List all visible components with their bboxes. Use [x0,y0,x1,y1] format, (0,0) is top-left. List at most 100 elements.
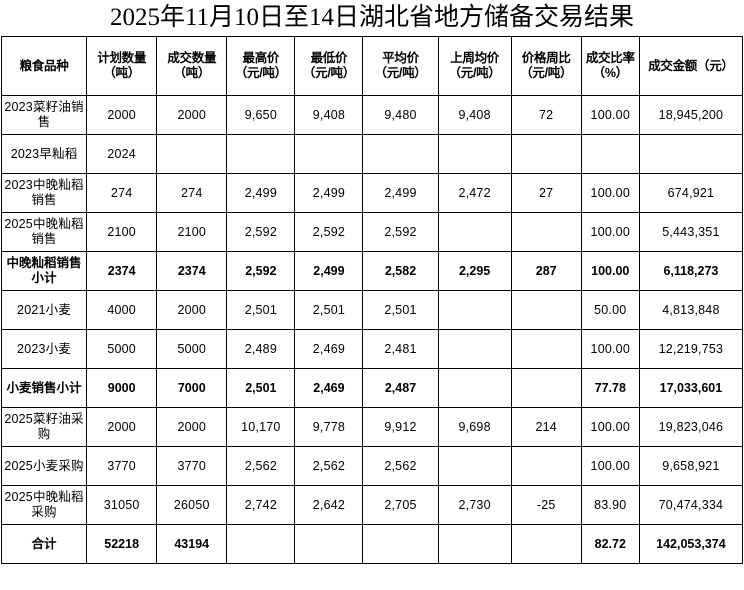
row-label-cell: 2025中晚籼稻销售 [0,212,88,252]
data-cell: 2000 [156,290,228,330]
data-cell: 2,501 [226,368,296,408]
column-header-line: 计划数量 [97,51,147,65]
column-header-line: 成交比率 [585,51,635,65]
data-cell: 100.00 [580,446,640,486]
data-cell: 2,642 [294,485,364,525]
data-cell: 2374 [86,251,158,291]
data-cell: 5,443,351 [638,212,744,252]
data-cell: 12,219,753 [638,329,744,369]
data-cell: 5000 [156,329,228,369]
table-row: 2021小麦 4000 2000 2,501 2,501 2,501 50.00 4,813,… [0,290,744,330]
data-cell: 2100 [86,212,158,252]
data-cell: 4,813,848 [638,290,744,330]
data-cell: 2,501 [294,290,364,330]
row-label-cell: 中晚籼稻销售小计 [0,251,88,291]
data-cell [510,290,582,330]
data-cell: 18,945,200 [638,95,744,135]
row-label-cell: 2023小麦 [0,329,88,369]
data-cell [294,134,364,174]
data-cell: 83.90 [580,485,640,525]
data-cell: 27 [510,173,582,213]
data-cell: 2,705 [362,485,439,525]
data-cell: 2,499 [226,173,296,213]
data-cell [437,368,512,408]
data-cell: 9,778 [294,407,364,447]
column-header-line: 价格周比 [521,51,571,65]
data-cell: 2,592 [226,212,296,252]
column-header-line: 最高价 [242,51,280,65]
data-cell: 2000 [86,95,158,135]
data-cell [156,134,228,174]
data-cell: -25 [510,485,582,525]
data-cell: 2,501 [226,290,296,330]
data-cell [510,329,582,369]
data-cell: 9,912 [362,407,439,447]
data-cell: 2,487 [362,368,439,408]
data-cell: 4000 [86,290,158,330]
data-cell: 9,480 [362,95,439,135]
data-cell: 100.00 [580,95,640,135]
data-cell: 100.00 [580,407,640,447]
data-cell: 19,823,046 [638,407,744,447]
data-cell: 50.00 [580,290,640,330]
column-header-6: 上周均价 （元/吨） [437,36,512,96]
data-cell: 2,592 [226,251,296,291]
data-cell [437,290,512,330]
data-cell: 10,170 [226,407,296,447]
column-header-5: 平均价 （元/吨） [362,36,439,96]
column-header-line: 成交金额（元） [648,58,734,73]
data-cell: 2374 [156,251,228,291]
column-header-line: 成交数量 [167,51,217,65]
row-label-cell: 2023早籼稻 [0,134,88,174]
data-cell [362,524,439,564]
data-cell: 2100 [156,212,228,252]
data-cell: 72 [510,95,582,135]
table-row: 2025菜籽油采购 2000 2000 10,170 9,778 9,912 9,698 21… [0,407,744,447]
data-cell [510,212,582,252]
table-row: 中晚籼稻销售小计 2374 2374 2,592 2,499 2,582 2,295 287 1… [0,251,744,291]
row-label-cell: 2025小麦采购 [0,446,88,486]
data-cell [226,524,296,564]
data-cell: 2,499 [294,173,364,213]
column-header-8: 成交比率 （%） [580,36,640,96]
data-cell: 2,499 [362,173,439,213]
data-cell: 6,118,273 [638,251,744,291]
column-header-line: （元/吨） [234,66,287,80]
row-label-cell: 2023中晚籼稻销售 [0,173,88,213]
data-cell: 2,592 [362,212,439,252]
data-cell: 5000 [86,329,158,369]
column-header-4: 最低价 （元/吨） [294,36,364,96]
table-body: 2023菜籽油销售 2000 2000 9,650 9,408 9,480 9,408 72 1… [0,95,744,564]
data-cell: 43194 [156,524,228,564]
data-cell: 2,592 [294,212,364,252]
row-label-cell: 合计 [0,524,88,564]
data-cell: 287 [510,251,582,291]
data-cell: 26050 [156,485,228,525]
data-cell [437,446,512,486]
data-cell: 274 [156,173,228,213]
data-cell: 9,650 [226,95,296,135]
data-cell: 9000 [86,368,158,408]
data-cell: 52218 [86,524,158,564]
row-label-cell: 2021小麦 [0,290,88,330]
column-header-line: （元/吨） [374,66,427,80]
table-row: 2025中晚籼稻采购 31050 26050 2,742 2,642 2,705 2,730… [0,485,744,525]
column-header-line: （吨） [173,66,211,80]
column-header-line: （元/吨） [520,66,573,80]
data-cell: 2,562 [362,446,439,486]
data-cell [510,446,582,486]
data-cell [510,368,582,408]
data-cell: 3770 [86,446,158,486]
table-row: 2023早籼稻 2024 [0,134,744,174]
data-cell: 274 [86,173,158,213]
table-row: 小麦销售小计 9000 7000 2,501 2,469 2,487 77.78 17,033… [0,368,744,408]
column-header-line: （元/吨） [448,66,501,80]
data-cell [510,524,582,564]
column-header-2: 成交数量 （吨） [156,36,228,96]
table-row: 合计 52218 43194 82.72 142,053,374 [0,524,744,564]
data-cell [437,329,512,369]
data-cell: 9,658,921 [638,446,744,486]
data-cell: 2024 [86,134,158,174]
row-label-cell: 2025菜籽油采购 [0,407,88,447]
row-label-cell: 2025中晚籼稻采购 [0,485,88,525]
